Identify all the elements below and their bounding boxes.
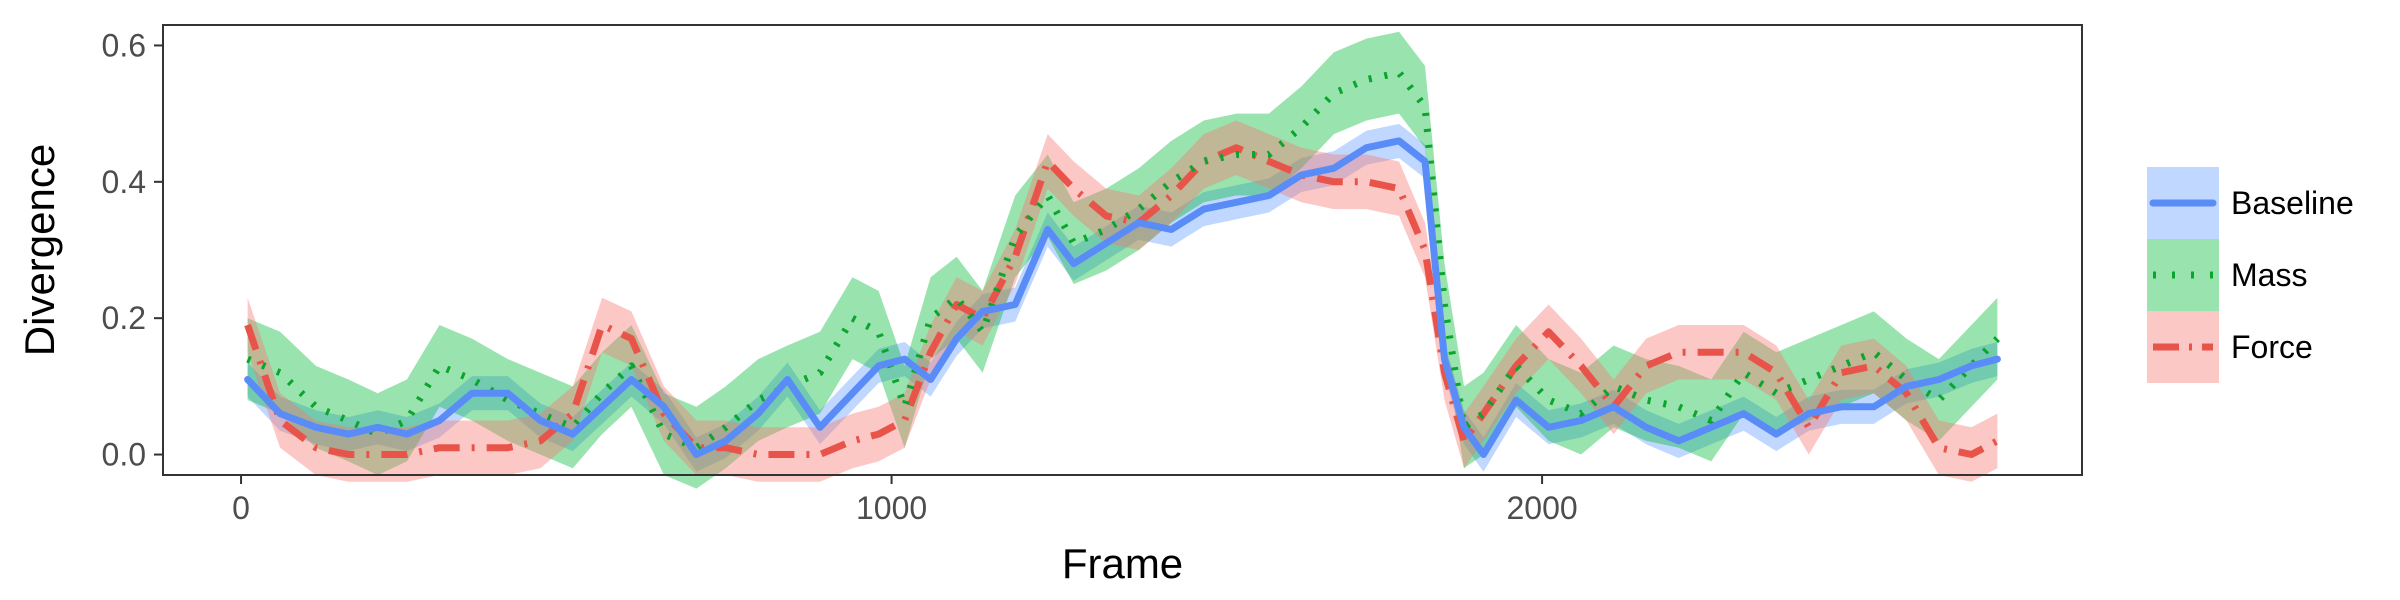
x-tick-label: 2000 [1506, 490, 1577, 526]
y-tick-label: 0.4 [102, 164, 146, 200]
legend: Baseline Mass Force [2147, 167, 2354, 383]
legend-item-mass: Mass [2147, 239, 2307, 311]
confidence-bands [247, 31, 1998, 489]
legend-label: Force [2231, 329, 2313, 365]
band-baseline [247, 123, 1998, 472]
legend-item-baseline: Baseline [2147, 167, 2354, 239]
x-tick-label: 1000 [856, 490, 927, 526]
legend-label: Mass [2231, 257, 2307, 293]
line-mass [246, 69, 2000, 452]
y-tick-label: 0.2 [102, 300, 146, 336]
y-axis-title: Divergence [16, 144, 63, 356]
legend-label: Baseline [2231, 185, 2354, 221]
axes: 0 1000 2000 0.0 0.2 0.4 0.6 [102, 27, 1578, 526]
x-axis-title: Frame [1062, 540, 1183, 587]
series-lines [244, 69, 2001, 458]
legend-key-band [2147, 239, 2219, 311]
y-tick-label: 0.0 [102, 437, 146, 473]
band-mass [247, 31, 1998, 489]
band-force [247, 120, 1998, 482]
line-baseline [244, 137, 2001, 458]
plot-panel-border [162, 24, 2083, 476]
legend-item-force: Force [2147, 311, 2313, 383]
y-tick-label: 0.6 [102, 27, 146, 63]
x-tick-label: 0 [232, 490, 250, 526]
